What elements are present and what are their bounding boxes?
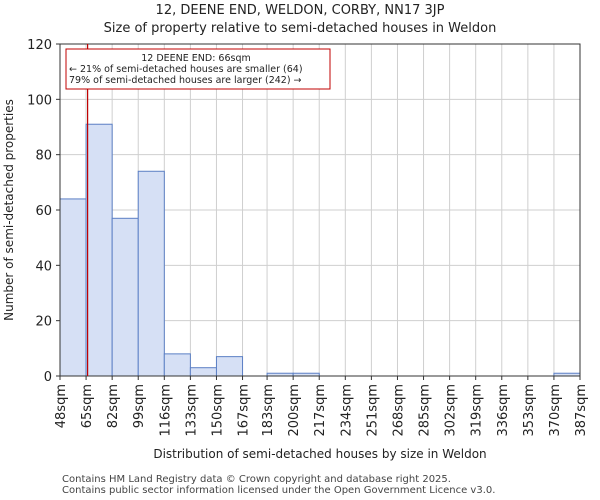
x-axis-label: Distribution of semi-detached houses by … [153, 447, 486, 461]
annotation-box [65, 48, 331, 90]
y-tick-label: 60 [35, 204, 52, 219]
x-tick-label: 200sqm [287, 384, 302, 437]
histogram-bar [215, 356, 244, 377]
y-tick-label: 20 [35, 315, 52, 330]
x-tick-label: 82sqm [106, 384, 121, 428]
x-tick-label: 251sqm [365, 384, 380, 437]
y-tick-label: 80 [35, 149, 52, 164]
x-tick-label: 116sqm [158, 384, 173, 437]
chart-title: 12, DEENE END, WELDON, CORBY, NN17 3JP [155, 3, 445, 18]
x-tick-label: 353sqm [522, 384, 537, 437]
histogram-bar [111, 217, 139, 377]
footer-licence: Contains public sector information licen… [62, 485, 496, 496]
y-axis-label: Number of semi-detached properties [2, 99, 16, 321]
histogram-bar [59, 198, 87, 377]
histogram-bar [85, 123, 113, 377]
x-tick-label: 48sqm [54, 384, 69, 428]
histogram-bar [163, 353, 191, 377]
x-tick-label: 183sqm [261, 384, 276, 437]
histogram-bar [137, 170, 165, 377]
x-tick-label: 268sqm [391, 384, 406, 437]
histogram-bar [189, 367, 217, 377]
plot-frame [59, 43, 581, 377]
x-tick-label: 133sqm [184, 384, 199, 437]
annotation-larger: 79% of semi-detached houses are larger (… [69, 75, 302, 86]
y-tick-label: 0 [44, 370, 52, 385]
x-tick-label: 285sqm [418, 384, 433, 437]
y-tick-label: 100 [27, 93, 52, 108]
annotation-smaller: ← 21% of semi-detached houses are smalle… [69, 64, 303, 75]
x-tick-label: 302sqm [444, 384, 459, 437]
chart-subtitle: Size of property relative to semi-detach… [103, 21, 497, 36]
footer-copyright: Contains HM Land Registry data © Crown c… [62, 474, 451, 485]
x-tick-label: 150sqm [210, 384, 225, 437]
x-tick-label: 336sqm [496, 384, 511, 437]
x-tick-label: 370sqm [548, 384, 563, 437]
x-tick-label: 387sqm [574, 384, 589, 437]
x-tick-label: 319sqm [470, 384, 485, 437]
y-tick-label: 40 [35, 259, 52, 274]
x-tick-label: 217sqm [313, 384, 328, 437]
y-tick-label: 120 [27, 38, 52, 53]
x-tick-label: 167sqm [237, 384, 252, 437]
x-tick-label: 99sqm [132, 384, 147, 428]
annotation-title: 12 DEENE END: 66sqm [141, 53, 251, 64]
x-tick-label: 234sqm [339, 384, 354, 437]
x-tick-label: 65sqm [80, 384, 95, 428]
